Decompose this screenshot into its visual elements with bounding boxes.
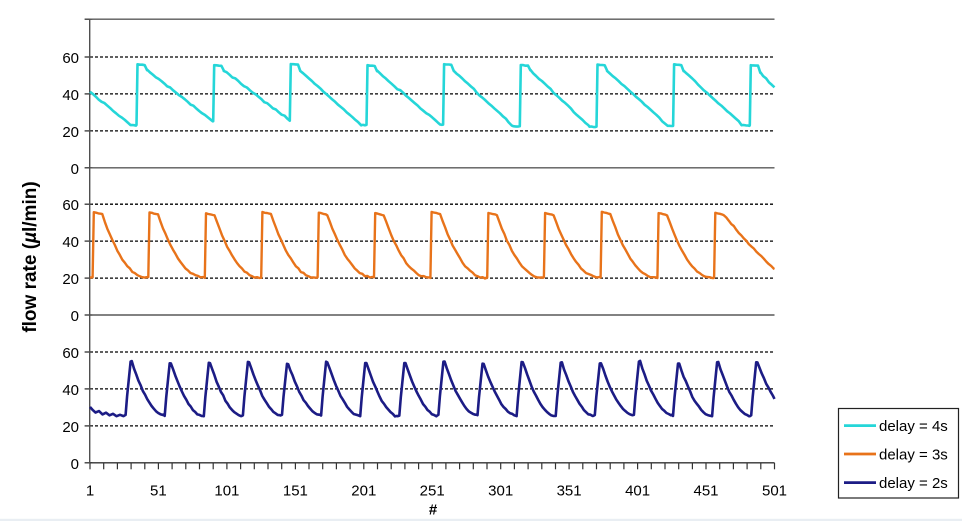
- svg-text:201: 201: [351, 483, 376, 500]
- svg-text:151: 151: [283, 483, 308, 500]
- svg-text:60: 60: [62, 50, 79, 67]
- svg-text:501: 501: [762, 483, 787, 500]
- svg-text:#: #: [429, 502, 438, 519]
- svg-text:40: 40: [62, 234, 79, 251]
- svg-text:delay = 2s: delay = 2s: [879, 475, 948, 492]
- svg-text:301: 301: [488, 483, 513, 500]
- svg-text:1: 1: [86, 483, 94, 500]
- svg-text:delay = 3s: delay = 3s: [879, 447, 948, 464]
- svg-text:0: 0: [71, 161, 79, 178]
- svg-text:401: 401: [625, 483, 650, 500]
- svg-text:351: 351: [557, 483, 582, 500]
- svg-text:40: 40: [62, 87, 79, 104]
- svg-text:20: 20: [62, 124, 79, 141]
- svg-text:delay = 4s: delay = 4s: [879, 418, 948, 435]
- svg-text:60: 60: [62, 345, 79, 362]
- svg-text:0: 0: [71, 308, 79, 325]
- svg-text:flow rate (µl/min): flow rate (µl/min): [20, 181, 41, 332]
- svg-text:20: 20: [62, 271, 79, 288]
- svg-text:51: 51: [150, 483, 167, 500]
- svg-text:251: 251: [420, 483, 445, 500]
- svg-text:20: 20: [62, 419, 79, 436]
- svg-text:451: 451: [693, 483, 718, 500]
- svg-text:40: 40: [62, 382, 79, 399]
- svg-text:0: 0: [71, 456, 79, 473]
- svg-text:101: 101: [214, 483, 239, 500]
- svg-text:60: 60: [62, 197, 79, 214]
